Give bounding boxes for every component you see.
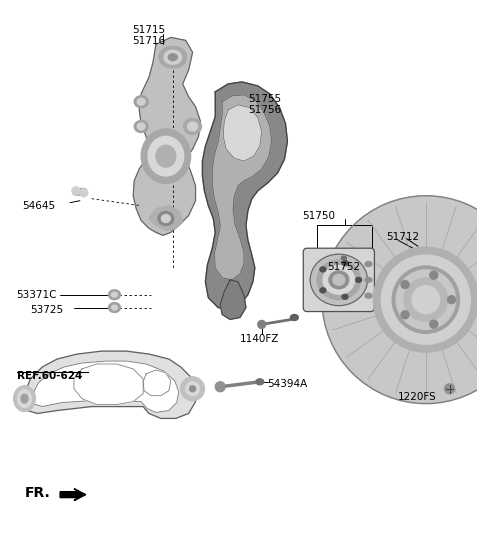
Text: 1140FZ: 1140FZ bbox=[240, 334, 279, 344]
Ellipse shape bbox=[156, 145, 176, 167]
Ellipse shape bbox=[158, 212, 174, 226]
Ellipse shape bbox=[317, 260, 360, 300]
Text: 53725: 53725 bbox=[30, 304, 63, 315]
Polygon shape bbox=[149, 206, 183, 230]
Ellipse shape bbox=[184, 118, 202, 135]
Circle shape bbox=[430, 271, 438, 279]
Text: 51755
51756: 51755 51756 bbox=[248, 94, 281, 115]
Ellipse shape bbox=[320, 288, 326, 293]
Ellipse shape bbox=[148, 136, 184, 176]
Polygon shape bbox=[212, 95, 272, 280]
Circle shape bbox=[392, 266, 459, 333]
Circle shape bbox=[72, 187, 80, 195]
Ellipse shape bbox=[134, 96, 148, 108]
Ellipse shape bbox=[356, 278, 361, 282]
Circle shape bbox=[412, 286, 440, 314]
Ellipse shape bbox=[342, 260, 348, 265]
Ellipse shape bbox=[111, 305, 118, 310]
Text: FR.: FR. bbox=[24, 486, 50, 500]
Ellipse shape bbox=[342, 294, 348, 299]
Polygon shape bbox=[133, 38, 201, 235]
Ellipse shape bbox=[329, 271, 349, 289]
Ellipse shape bbox=[365, 278, 372, 282]
Ellipse shape bbox=[108, 303, 120, 312]
Ellipse shape bbox=[168, 54, 177, 61]
Ellipse shape bbox=[333, 274, 345, 285]
Ellipse shape bbox=[13, 386, 36, 412]
Polygon shape bbox=[24, 351, 195, 419]
Text: 53371C: 53371C bbox=[17, 290, 57, 300]
FancyBboxPatch shape bbox=[303, 248, 374, 311]
Circle shape bbox=[216, 382, 225, 392]
Circle shape bbox=[401, 280, 409, 288]
Text: 54645: 54645 bbox=[23, 200, 56, 211]
Polygon shape bbox=[33, 361, 179, 413]
Circle shape bbox=[190, 386, 195, 392]
Polygon shape bbox=[223, 105, 262, 161]
Ellipse shape bbox=[108, 290, 120, 300]
Ellipse shape bbox=[310, 254, 368, 306]
Ellipse shape bbox=[73, 189, 86, 195]
Ellipse shape bbox=[18, 390, 32, 407]
Polygon shape bbox=[220, 280, 246, 319]
Ellipse shape bbox=[320, 267, 326, 272]
Ellipse shape bbox=[161, 214, 170, 222]
Polygon shape bbox=[74, 364, 143, 405]
Circle shape bbox=[396, 270, 456, 329]
Ellipse shape bbox=[164, 50, 182, 64]
Ellipse shape bbox=[21, 394, 28, 403]
Ellipse shape bbox=[137, 123, 145, 130]
Polygon shape bbox=[203, 82, 288, 310]
Circle shape bbox=[444, 384, 455, 393]
Circle shape bbox=[180, 377, 204, 400]
Ellipse shape bbox=[365, 262, 372, 266]
Text: 51715
51716: 51715 51716 bbox=[132, 25, 166, 46]
Text: REF.60-624: REF.60-624 bbox=[17, 371, 82, 381]
Ellipse shape bbox=[188, 122, 197, 131]
Circle shape bbox=[258, 321, 266, 329]
Ellipse shape bbox=[137, 98, 145, 105]
Ellipse shape bbox=[341, 256, 346, 260]
Circle shape bbox=[430, 320, 438, 328]
Ellipse shape bbox=[365, 293, 372, 298]
Ellipse shape bbox=[323, 265, 355, 294]
Ellipse shape bbox=[256, 379, 264, 385]
Circle shape bbox=[186, 382, 200, 396]
Ellipse shape bbox=[134, 121, 148, 132]
Polygon shape bbox=[143, 370, 171, 396]
Text: 54394A: 54394A bbox=[268, 379, 308, 389]
Circle shape bbox=[80, 189, 88, 197]
Text: 1220FS: 1220FS bbox=[398, 392, 437, 401]
Text: 51750: 51750 bbox=[302, 211, 336, 221]
Circle shape bbox=[404, 278, 447, 322]
Circle shape bbox=[401, 311, 409, 319]
Circle shape bbox=[322, 196, 480, 404]
Ellipse shape bbox=[111, 292, 118, 297]
Circle shape bbox=[381, 255, 470, 344]
Circle shape bbox=[447, 296, 456, 303]
Ellipse shape bbox=[159, 46, 187, 68]
Text: 51752: 51752 bbox=[327, 262, 360, 272]
Ellipse shape bbox=[141, 129, 191, 183]
Polygon shape bbox=[60, 489, 86, 501]
Text: 51712: 51712 bbox=[386, 233, 420, 242]
Circle shape bbox=[373, 247, 478, 352]
Ellipse shape bbox=[290, 315, 298, 321]
